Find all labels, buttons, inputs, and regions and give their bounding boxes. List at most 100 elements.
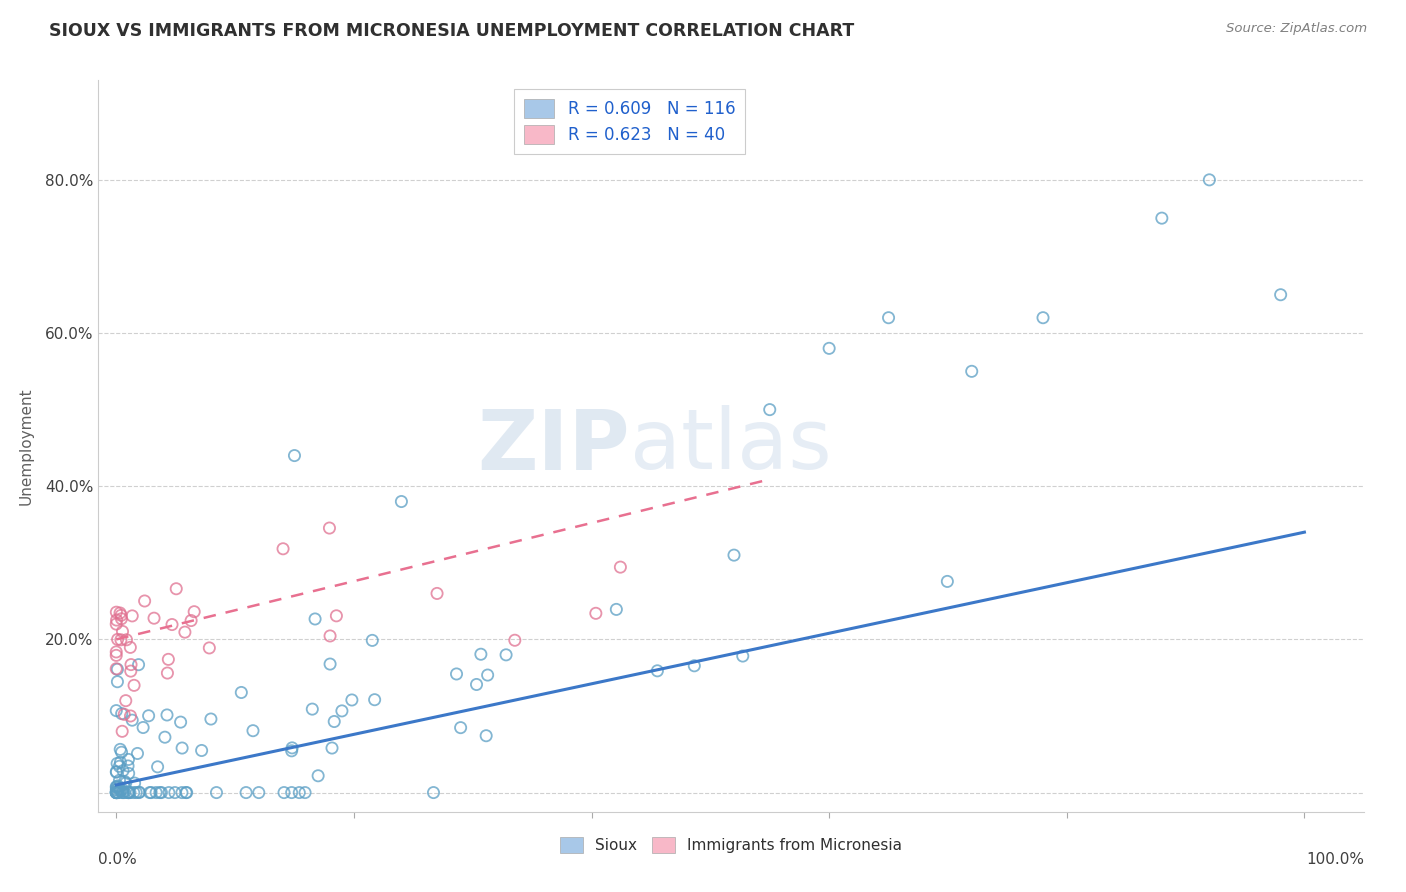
- Point: [139, 786, 162, 800]
- Point: [176, 786, 198, 800]
- Point: [190, 743, 212, 757]
- Point: [105, 648, 128, 663]
- Point: [132, 721, 155, 735]
- Point: [105, 782, 128, 797]
- Point: [273, 786, 295, 800]
- Point: [127, 747, 149, 761]
- Point: [114, 693, 136, 707]
- Point: [605, 602, 627, 616]
- Text: atlas: atlas: [630, 406, 831, 486]
- Point: [818, 342, 841, 356]
- Point: [389, 494, 412, 508]
- Point: [723, 548, 745, 562]
- Point: [128, 786, 150, 800]
- Point: [105, 617, 128, 632]
- Point: [495, 648, 517, 662]
- Point: [156, 708, 179, 723]
- Point: [156, 666, 179, 681]
- Point: [172, 741, 194, 756]
- Point: [118, 786, 141, 800]
- Point: [242, 723, 264, 738]
- Point: [422, 786, 444, 800]
- Point: [307, 769, 329, 783]
- Point: [121, 713, 143, 727]
- Point: [108, 780, 131, 795]
- Point: [112, 707, 135, 722]
- Point: [105, 786, 128, 800]
- Point: [105, 786, 128, 800]
- Point: [426, 586, 449, 600]
- Point: [105, 786, 128, 800]
- Point: [145, 786, 167, 800]
- Point: [120, 709, 142, 723]
- Point: [318, 521, 340, 535]
- Text: 100.0%: 100.0%: [1306, 852, 1364, 867]
- Point: [330, 704, 353, 718]
- Point: [111, 782, 134, 797]
- Point: [105, 645, 128, 659]
- Point: [112, 786, 135, 800]
- Point: [105, 765, 128, 780]
- Point: [121, 608, 143, 623]
- Point: [105, 786, 128, 800]
- Point: [122, 678, 145, 692]
- Point: [146, 760, 169, 774]
- Point: [105, 786, 128, 800]
- Point: [105, 786, 128, 800]
- Y-axis label: Unemployment: Unemployment: [18, 387, 34, 505]
- Point: [105, 786, 128, 800]
- Point: [160, 617, 183, 632]
- Point: [107, 632, 129, 647]
- Point: [1150, 211, 1173, 226]
- Point: [157, 786, 180, 800]
- Point: [134, 594, 156, 608]
- Point: [105, 756, 128, 771]
- Point: [609, 560, 631, 574]
- Point: [128, 785, 150, 799]
- Point: [110, 612, 132, 626]
- Point: [105, 764, 128, 779]
- Point: [112, 786, 135, 800]
- Point: [183, 605, 205, 619]
- Point: [149, 786, 172, 800]
- Point: [111, 624, 134, 639]
- Point: [231, 685, 253, 699]
- Point: [304, 612, 326, 626]
- Point: [120, 664, 142, 678]
- Point: [281, 740, 304, 755]
- Text: Source: ZipAtlas.com: Source: ZipAtlas.com: [1226, 22, 1367, 36]
- Point: [110, 608, 132, 623]
- Point: [108, 759, 131, 773]
- Point: [105, 662, 128, 676]
- Point: [169, 715, 191, 730]
- Point: [107, 786, 129, 800]
- Point: [936, 574, 959, 589]
- Point: [877, 310, 900, 325]
- Point: [128, 657, 150, 672]
- Point: [1270, 287, 1292, 301]
- Point: [124, 776, 146, 790]
- Point: [288, 786, 311, 800]
- Point: [683, 658, 706, 673]
- Point: [153, 730, 176, 744]
- Point: [108, 773, 131, 788]
- Text: SIOUX VS IMMIGRANTS FROM MICRONESIA UNEMPLOYMENT CORRELATION CHART: SIOUX VS IMMIGRANTS FROM MICRONESIA UNEM…: [49, 22, 855, 40]
- Point: [107, 662, 129, 676]
- Point: [107, 779, 129, 793]
- Point: [321, 741, 343, 756]
- Point: [163, 786, 186, 800]
- Point: [117, 786, 139, 800]
- Point: [110, 742, 132, 756]
- Point: [180, 614, 202, 628]
- Point: [115, 632, 138, 647]
- Point: [118, 786, 141, 800]
- Point: [105, 786, 128, 800]
- Point: [120, 640, 142, 655]
- Point: [110, 756, 132, 770]
- Point: [363, 692, 385, 706]
- Point: [165, 582, 187, 596]
- Point: [107, 674, 129, 689]
- Point: [294, 786, 316, 800]
- Point: [283, 449, 305, 463]
- Point: [323, 714, 346, 729]
